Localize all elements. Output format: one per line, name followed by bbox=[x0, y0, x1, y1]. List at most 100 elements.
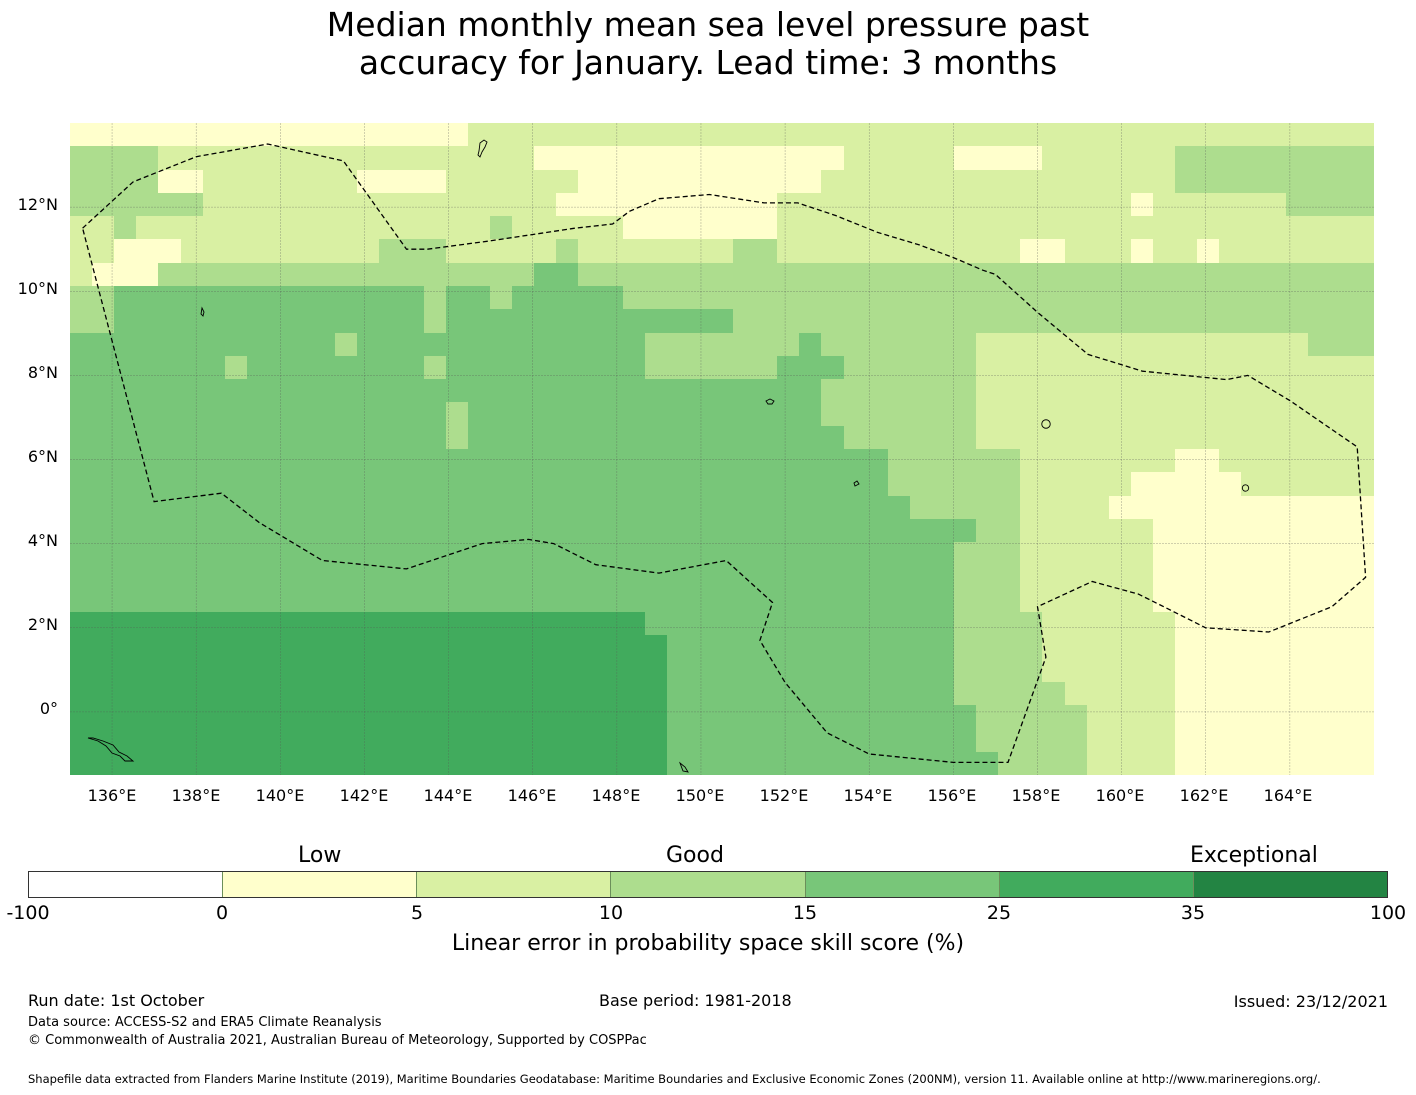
heatmap-cell bbox=[1351, 286, 1374, 310]
heatmap-cell bbox=[799, 449, 823, 473]
heatmap-cell bbox=[1108, 728, 1132, 753]
heatmap-cell bbox=[1329, 146, 1353, 171]
heatmap-cell bbox=[954, 565, 977, 590]
heatmap-cell bbox=[666, 355, 690, 380]
heatmap-cell bbox=[1064, 425, 1088, 450]
heatmap-cell bbox=[401, 495, 425, 520]
heatmap-cell bbox=[843, 146, 867, 171]
heatmap-cell bbox=[1241, 192, 1265, 217]
heatmap-cell bbox=[799, 286, 823, 310]
heatmap-cell bbox=[489, 472, 513, 497]
heatmap-cell bbox=[202, 705, 226, 729]
heatmap-cell bbox=[799, 355, 823, 380]
heatmap-cell bbox=[136, 728, 159, 753]
lat-tick-label: 12°N bbox=[17, 195, 58, 214]
heatmap-cell bbox=[1197, 425, 1220, 450]
heatmap-cell bbox=[688, 332, 712, 357]
heatmap-cell bbox=[401, 192, 425, 217]
heatmap-cell bbox=[313, 169, 336, 194]
heatmap-cell bbox=[733, 146, 756, 171]
heatmap-cell bbox=[1285, 658, 1309, 683]
heatmap-cell bbox=[688, 123, 712, 147]
heatmap-cell bbox=[1020, 123, 1044, 147]
heatmap-cell bbox=[909, 216, 933, 240]
heatmap-cell bbox=[1152, 402, 1176, 427]
heatmap-cell bbox=[1285, 495, 1309, 520]
heatmap-cell bbox=[512, 286, 535, 310]
heatmap-cell bbox=[1241, 286, 1265, 310]
heatmap-cell bbox=[1241, 169, 1265, 194]
heatmap-cell bbox=[1108, 542, 1132, 566]
heatmap-cell bbox=[578, 262, 602, 287]
heatmap-cell bbox=[136, 402, 159, 427]
heatmap-cell bbox=[1086, 123, 1110, 147]
heatmap-cell bbox=[202, 169, 226, 194]
heatmap-cell bbox=[821, 681, 845, 706]
heatmap-cell bbox=[865, 262, 889, 287]
heatmap-cell bbox=[843, 542, 867, 566]
heatmap-cell bbox=[1042, 681, 1066, 706]
heatmap-cell bbox=[821, 565, 845, 590]
heatmap-cell bbox=[335, 239, 358, 264]
heatmap-cell bbox=[224, 565, 248, 590]
heatmap-cell bbox=[1020, 332, 1044, 357]
heatmap-cell bbox=[998, 472, 1021, 497]
heatmap-cell bbox=[931, 495, 955, 520]
heatmap-cell bbox=[865, 472, 889, 497]
heatmap-cell bbox=[489, 588, 513, 613]
heatmap-cell bbox=[423, 146, 447, 171]
heatmap-cell bbox=[688, 658, 712, 683]
heatmap-cell bbox=[1241, 751, 1265, 775]
heatmap-cell bbox=[512, 262, 535, 287]
heatmap-cell bbox=[644, 309, 668, 334]
heatmap-cell bbox=[777, 495, 800, 520]
heatmap-cell bbox=[489, 192, 513, 217]
heatmap-cell bbox=[291, 518, 314, 543]
heatmap-cell bbox=[136, 681, 159, 706]
heatmap-cell bbox=[1175, 705, 1198, 729]
heatmap-cell bbox=[710, 518, 734, 543]
heatmap-cell bbox=[1108, 286, 1132, 310]
heatmap-cell bbox=[1351, 728, 1374, 753]
heatmap-cell bbox=[1197, 635, 1220, 660]
heatmap-cell bbox=[335, 518, 358, 543]
heatmap-cell bbox=[887, 635, 911, 660]
heatmap-cell bbox=[666, 332, 690, 357]
heatmap-cell bbox=[180, 262, 204, 287]
heatmap-cell bbox=[688, 379, 712, 403]
heatmap-cell bbox=[954, 216, 977, 240]
heatmap-cell bbox=[379, 681, 403, 706]
heatmap-cell bbox=[887, 565, 911, 590]
heatmap-cell bbox=[1263, 146, 1287, 171]
heatmap-cell bbox=[556, 588, 579, 613]
heatmap-cell bbox=[313, 146, 336, 171]
heatmap-cell bbox=[291, 565, 314, 590]
heatmap-cell bbox=[313, 495, 336, 520]
heatmap-cell bbox=[1329, 239, 1353, 264]
heatmap-cell bbox=[755, 495, 778, 520]
heatmap-cell bbox=[379, 658, 403, 683]
heatmap-cell bbox=[1064, 542, 1088, 566]
heatmap-cell bbox=[1307, 542, 1331, 566]
heatmap-cell bbox=[710, 332, 734, 357]
heatmap-cell bbox=[1086, 192, 1110, 217]
heatmap-cell bbox=[556, 192, 579, 217]
heatmap-cell bbox=[534, 123, 557, 147]
heatmap-cell bbox=[1351, 542, 1374, 566]
heatmap-cell bbox=[534, 355, 557, 380]
heatmap-cell bbox=[1351, 705, 1374, 729]
heatmap-cell bbox=[357, 239, 380, 264]
heatmap-cell bbox=[710, 635, 734, 660]
heatmap-cell bbox=[1307, 146, 1331, 171]
heatmap-cell bbox=[1152, 751, 1176, 775]
heatmap-cell bbox=[70, 542, 93, 566]
heatmap-cell bbox=[379, 728, 403, 753]
heatmap-cell bbox=[1175, 449, 1198, 473]
heatmap-cell bbox=[1285, 262, 1309, 287]
heatmap-cell bbox=[1219, 658, 1242, 683]
heatmap-cell bbox=[887, 612, 911, 636]
heatmap-cell bbox=[733, 239, 756, 264]
heatmap-cell bbox=[954, 262, 977, 287]
heatmap-cell bbox=[843, 472, 867, 497]
heatmap-cell bbox=[423, 449, 447, 473]
